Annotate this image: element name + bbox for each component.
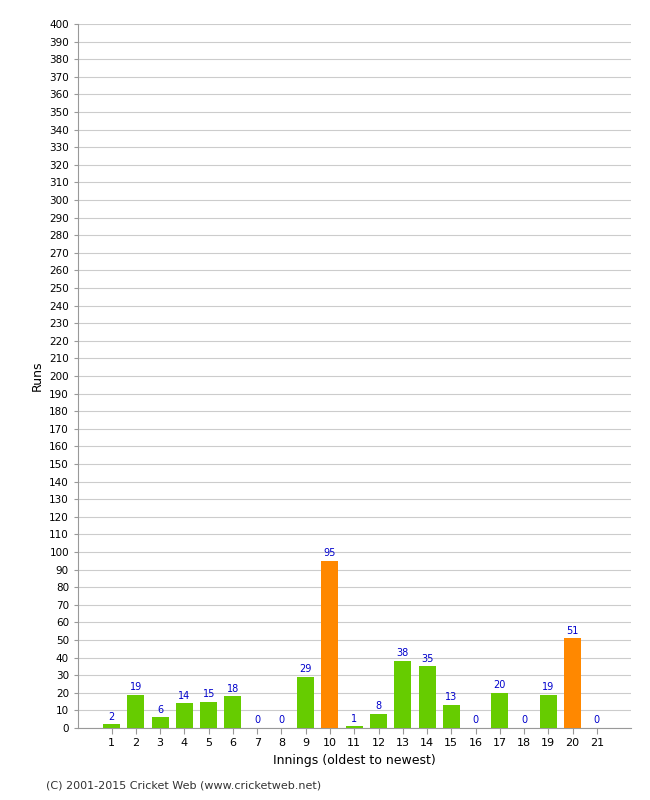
- Bar: [395, 661, 411, 728]
- Text: 6: 6: [157, 705, 163, 715]
- Text: 38: 38: [396, 649, 409, 658]
- Text: 20: 20: [493, 680, 506, 690]
- Bar: [297, 677, 314, 728]
- Bar: [346, 726, 363, 728]
- Text: 35: 35: [421, 654, 434, 664]
- Bar: [370, 714, 387, 728]
- Text: 13: 13: [445, 693, 458, 702]
- Text: 2: 2: [109, 712, 115, 722]
- Text: 18: 18: [227, 684, 239, 694]
- Bar: [322, 561, 339, 728]
- Text: 95: 95: [324, 548, 336, 558]
- Bar: [224, 696, 241, 728]
- Text: 0: 0: [254, 715, 260, 726]
- Text: 0: 0: [594, 715, 600, 726]
- Bar: [200, 702, 217, 728]
- Text: 51: 51: [566, 626, 578, 635]
- Text: 0: 0: [473, 715, 478, 726]
- Text: 8: 8: [376, 702, 382, 711]
- Text: 19: 19: [542, 682, 554, 692]
- Y-axis label: Runs: Runs: [31, 361, 44, 391]
- Text: (C) 2001-2015 Cricket Web (www.cricketweb.net): (C) 2001-2015 Cricket Web (www.cricketwe…: [46, 781, 320, 790]
- Bar: [564, 638, 581, 728]
- Text: 14: 14: [178, 690, 190, 701]
- Text: 0: 0: [521, 715, 527, 726]
- X-axis label: Innings (oldest to newest): Innings (oldest to newest): [273, 754, 436, 767]
- Bar: [443, 705, 460, 728]
- Bar: [419, 666, 436, 728]
- Bar: [540, 694, 557, 728]
- Bar: [491, 693, 508, 728]
- Text: 1: 1: [351, 714, 358, 724]
- Text: 0: 0: [278, 715, 285, 726]
- Bar: [103, 725, 120, 728]
- Bar: [127, 694, 144, 728]
- Text: 19: 19: [130, 682, 142, 692]
- Bar: [151, 718, 168, 728]
- Text: 15: 15: [203, 689, 215, 699]
- Bar: [176, 703, 193, 728]
- Text: 29: 29: [300, 664, 312, 674]
